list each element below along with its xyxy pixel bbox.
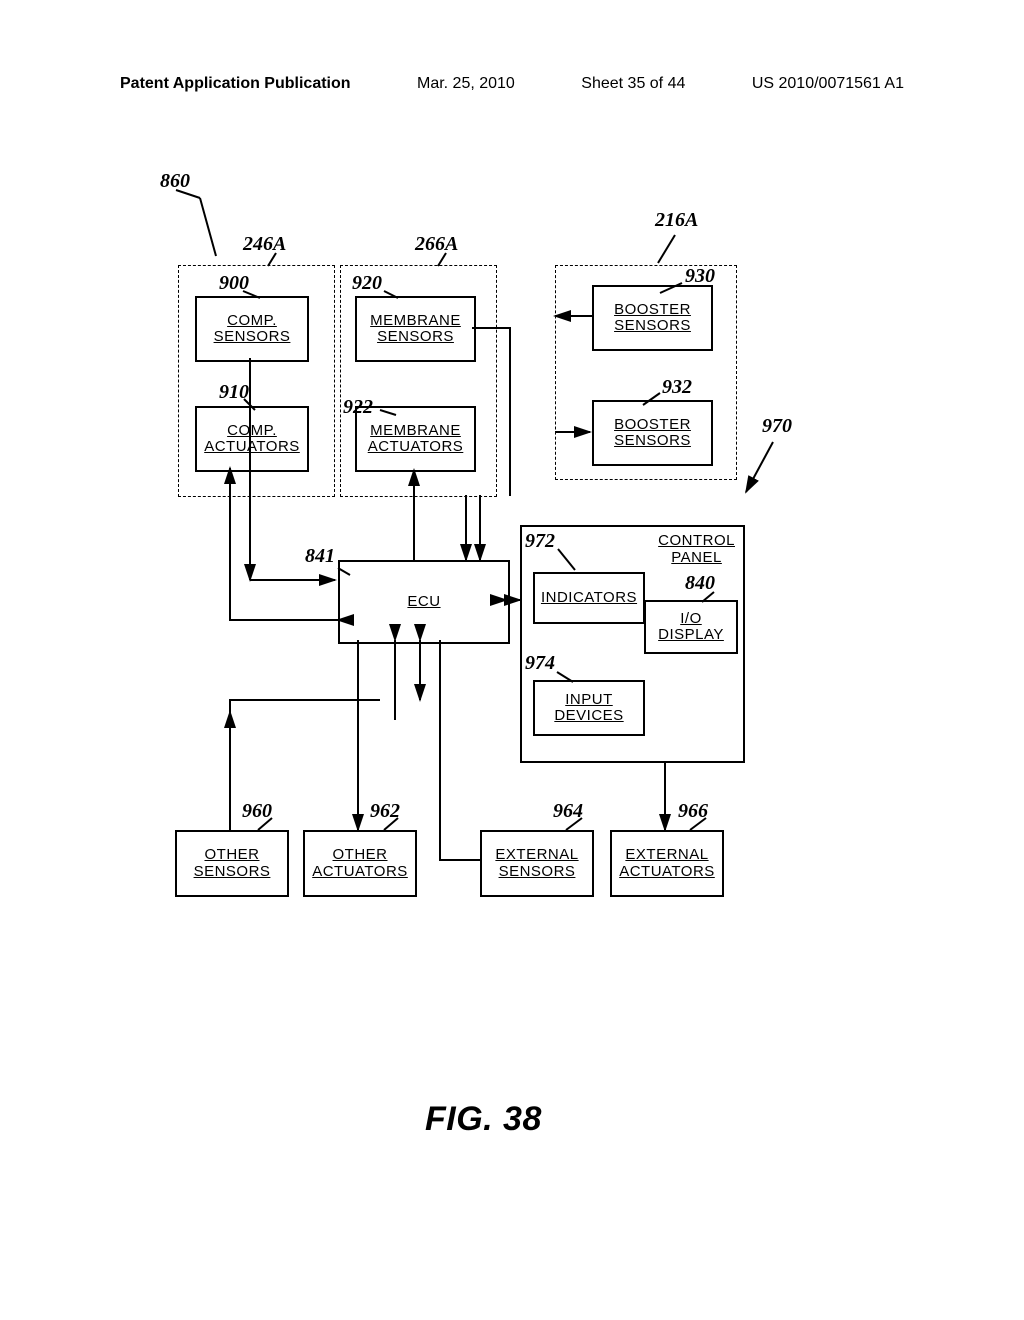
ref-922: 922	[343, 396, 373, 419]
indicators-box: INDICATORS	[533, 572, 645, 624]
header-left: Patent Application Publication	[120, 75, 351, 93]
input-devices-label: INPUTDEVICES	[554, 692, 623, 725]
comp-sensors-box: COMP.SENSORS	[195, 296, 309, 362]
control-panel-label: CONTROLPANEL	[658, 533, 735, 566]
membrane-actuators-label: MEMBRANEACTUATORS	[368, 423, 464, 456]
header-sheet: Sheet 35 of 44	[581, 75, 685, 93]
booster-sensors1-box: BOOSTERSENSORS	[592, 285, 713, 351]
header-date: Mar. 25, 2010	[417, 75, 515, 93]
external-sensors-label: EXTERNALSENSORS	[495, 847, 578, 880]
ref-266A: 266A	[415, 233, 458, 256]
membrane-sensors-label: MEMBRANESENSORS	[370, 313, 461, 346]
other-actuators-box: OTHERACTUATORS	[303, 830, 417, 897]
booster-sensors1-label: BOOSTERSENSORS	[614, 302, 691, 335]
ref-972: 972	[525, 530, 555, 553]
other-actuators-label: OTHERACTUATORS	[312, 847, 408, 880]
ref-960: 960	[242, 800, 272, 823]
figure-label: FIG. 38	[425, 1100, 542, 1139]
external-actuators-box: EXTERNALACTUATORS	[610, 830, 724, 897]
ref-932: 932	[662, 376, 692, 399]
other-sensors-box: OTHERSENSORS	[175, 830, 289, 897]
booster-sensors2-label: BOOSTERSENSORS	[614, 417, 691, 450]
external-actuators-label: EXTERNALACTUATORS	[619, 847, 715, 880]
membrane-sensors-box: MEMBRANESENSORS	[355, 296, 476, 362]
ref-974: 974	[525, 652, 555, 675]
other-sensors-label: OTHERSENSORS	[194, 847, 271, 880]
io-display-label: I/ODISPLAY	[658, 611, 724, 644]
indicators-label: INDICATORS	[541, 590, 637, 607]
comp-actuators-box: COMP.ACTUATORS	[195, 406, 309, 472]
ref-900: 900	[219, 272, 249, 295]
ref-930: 930	[685, 265, 715, 288]
ref-970: 970	[762, 415, 792, 438]
membrane-actuators-box: MEMBRANEACTUATORS	[355, 406, 476, 472]
external-sensors-box: EXTERNALSENSORS	[480, 830, 594, 897]
ecu-box: ECU	[338, 560, 510, 644]
page-header: Patent Application Publication Mar. 25, …	[0, 75, 1024, 93]
ref-216A: 216A	[655, 209, 698, 232]
ref-840: 840	[685, 572, 715, 595]
comp-actuators-label: COMP.ACTUATORS	[204, 423, 300, 456]
header-pubno: US 2010/0071561 A1	[752, 75, 904, 93]
ref-920: 920	[352, 272, 382, 295]
ref-966: 966	[678, 800, 708, 823]
booster-sensors2-box: BOOSTERSENSORS	[592, 400, 713, 466]
input-devices-box: INPUTDEVICES	[533, 680, 645, 736]
io-display-box: I/ODISPLAY	[644, 600, 738, 654]
ecu-label: ECU	[407, 594, 440, 611]
ref-246A: 246A	[243, 233, 286, 256]
comp-sensors-label: COMP.SENSORS	[214, 313, 291, 346]
ref-962: 962	[370, 800, 400, 823]
ref-964: 964	[553, 800, 583, 823]
ref-910: 910	[219, 381, 249, 404]
ref-841: 841	[305, 545, 335, 568]
ref-860: 860	[160, 170, 190, 193]
